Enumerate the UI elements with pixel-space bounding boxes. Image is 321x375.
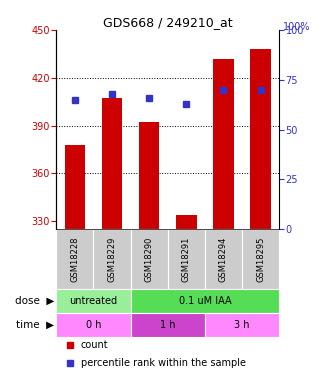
Bar <box>131 313 205 336</box>
Text: percentile rank within the sample: percentile rank within the sample <box>81 358 246 368</box>
Text: GSM18294: GSM18294 <box>219 236 228 282</box>
Bar <box>102 99 122 229</box>
Bar <box>56 289 131 313</box>
Bar <box>131 289 279 313</box>
Bar <box>168 229 205 289</box>
Text: count: count <box>81 340 108 350</box>
Bar <box>242 229 279 289</box>
Bar <box>65 145 85 229</box>
Title: GDS668 / 249210_at: GDS668 / 249210_at <box>103 16 232 29</box>
Bar <box>139 122 159 229</box>
Bar <box>205 313 279 336</box>
Y-axis label: 100%: 100% <box>283 22 311 32</box>
Text: time  ▶: time ▶ <box>16 320 55 330</box>
Text: 0.1 uM IAA: 0.1 uM IAA <box>178 296 231 306</box>
Text: 0 h: 0 h <box>86 320 101 330</box>
Text: GSM18228: GSM18228 <box>70 236 79 282</box>
Bar <box>176 215 196 229</box>
Text: untreated: untreated <box>69 296 117 306</box>
Bar <box>93 229 131 289</box>
Bar <box>205 229 242 289</box>
Text: GSM18295: GSM18295 <box>256 236 265 282</box>
Text: 1 h: 1 h <box>160 320 176 330</box>
Text: GSM18290: GSM18290 <box>145 236 154 282</box>
Bar <box>56 229 93 289</box>
Bar <box>250 49 271 229</box>
Text: dose  ▶: dose ▶ <box>15 296 55 306</box>
Text: GSM18229: GSM18229 <box>108 236 117 282</box>
Bar <box>56 313 131 336</box>
Bar <box>131 229 168 289</box>
Text: 3 h: 3 h <box>234 320 250 330</box>
Bar <box>213 58 234 229</box>
Text: GSM18291: GSM18291 <box>182 236 191 282</box>
